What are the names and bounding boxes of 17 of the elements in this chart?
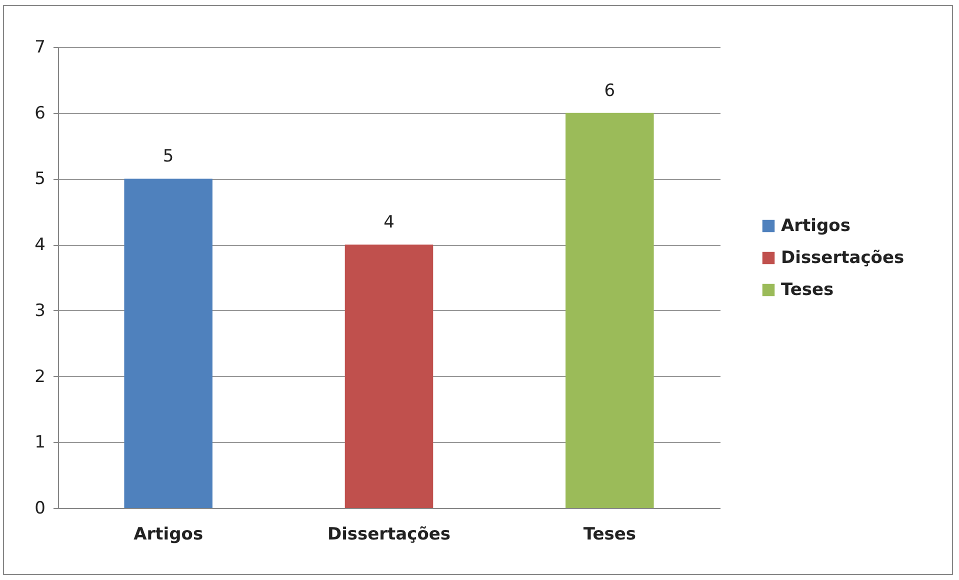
y-tick-label: 5 <box>34 169 46 190</box>
y-tick-label: 6 <box>34 103 46 124</box>
y-tick-label: 1 <box>34 432 46 453</box>
y-tick-label: 4 <box>34 235 46 256</box>
data-label: 4 <box>384 212 394 233</box>
legend-label: Artigos <box>781 216 850 236</box>
x-tick-label: Artigos <box>134 524 204 544</box>
data-label: 5 <box>162 146 174 167</box>
y-tick-label: 7 <box>34 38 46 58</box>
y-tick-label: 2 <box>34 366 46 387</box>
x-tick-label: Teses <box>583 524 636 544</box>
legend-label: Dissertações <box>781 248 904 268</box>
legend-label: Teses <box>781 280 834 300</box>
y-tick-label: 0 <box>34 498 46 518</box>
y-tick-label: 3 <box>34 300 46 321</box>
x-tick-label: Dissertações <box>327 524 451 544</box>
data-label: 6 <box>604 80 616 101</box>
